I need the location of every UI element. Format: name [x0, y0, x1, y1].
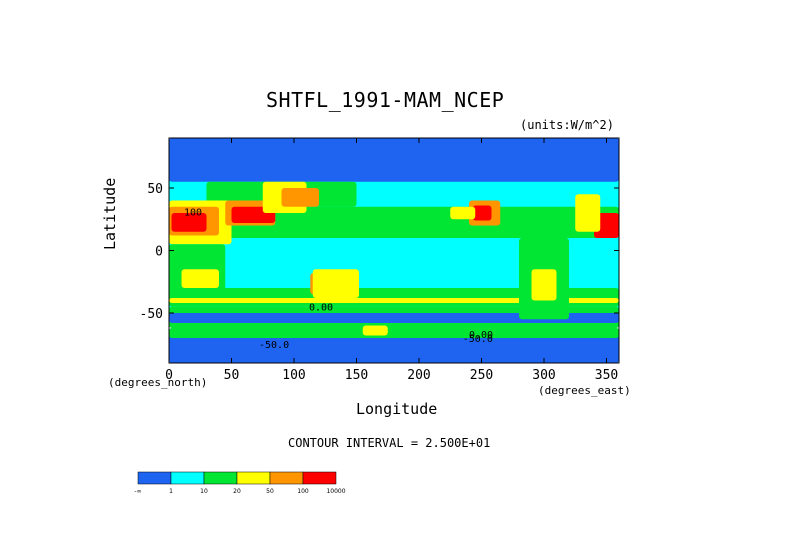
- colorbar-swatch-4: [269, 471, 304, 485]
- y-tick-label-0: -50: [140, 307, 163, 322]
- x-axis-label: Longitude: [356, 400, 438, 418]
- contour-interval-label: CONTOUR INTERVAL = 2.500E+01: [288, 436, 491, 450]
- heatmap-field: [169, 138, 619, 363]
- colorbar-swatch-0: [137, 471, 172, 485]
- colorbar-label-1: 1: [169, 488, 173, 495]
- contour-label-2: -50.0: [259, 340, 289, 351]
- colorbar-swatch-3: [236, 471, 271, 485]
- heatmap-region-15: [281, 188, 319, 207]
- x-tick-label-1: 50: [224, 368, 240, 383]
- units-label: (units:W/m^2): [520, 118, 614, 132]
- heatmap-region-7: [169, 138, 619, 182]
- heatmap-region-5: [169, 298, 619, 303]
- y-tick-label-1: 0: [155, 245, 163, 260]
- heatmap-region-25: [450, 206, 476, 220]
- heatmap-region-3: [169, 313, 619, 323]
- heatmap-region-24: [406, 138, 507, 178]
- colorbar-swatch-5: [302, 471, 337, 485]
- x-tick-label-7: 350: [595, 368, 618, 383]
- x-tick-label-6: 300: [532, 368, 555, 383]
- colorbar-swatch-2: [203, 471, 238, 485]
- heatmap-region-17: [181, 269, 219, 288]
- contour-label-3: -50.0: [463, 334, 493, 345]
- colorbar-label-4: 50: [266, 488, 274, 495]
- x-tick-label-0: 0: [165, 368, 173, 383]
- heatmap-region-6: [169, 206, 619, 238]
- x-tick-label-3: 150: [345, 368, 368, 383]
- colorbar-label-3: 20: [233, 488, 241, 495]
- colorbar-swatch-1: [170, 471, 205, 485]
- heatmap-region-11: [171, 213, 207, 232]
- x-tick-label-2: 100: [282, 368, 305, 383]
- x-tick-label-5: 250: [470, 368, 493, 383]
- heatmap-region-21: [531, 269, 557, 301]
- heatmap-region-27: [575, 194, 601, 232]
- y-tick-label-2: 50: [147, 182, 163, 197]
- x-unit-note: (degrees_east): [538, 384, 631, 397]
- y-unit-note: (degrees_north): [108, 376, 208, 389]
- heatmap-region-23: [472, 205, 492, 221]
- colorbar-label-6: 10000: [326, 488, 345, 495]
- heatmap-region-29: [362, 325, 388, 336]
- contour-label-1: 0.00: [309, 303, 333, 314]
- colorbar-label-5: 100: [297, 488, 309, 495]
- heatmap-region-19: [312, 269, 359, 298]
- chart-title: SHTFL_1991-MAM_NCEP: [266, 88, 505, 112]
- x-tick-label-4: 200: [407, 368, 430, 383]
- contour-label-4: 0.00: [469, 330, 493, 341]
- colorbar-label-2: 10: [200, 488, 208, 495]
- heatmap-region-28: [169, 328, 619, 338]
- colorbar-label-0: -∞: [134, 488, 141, 495]
- contour-label-0: 100: [184, 208, 202, 219]
